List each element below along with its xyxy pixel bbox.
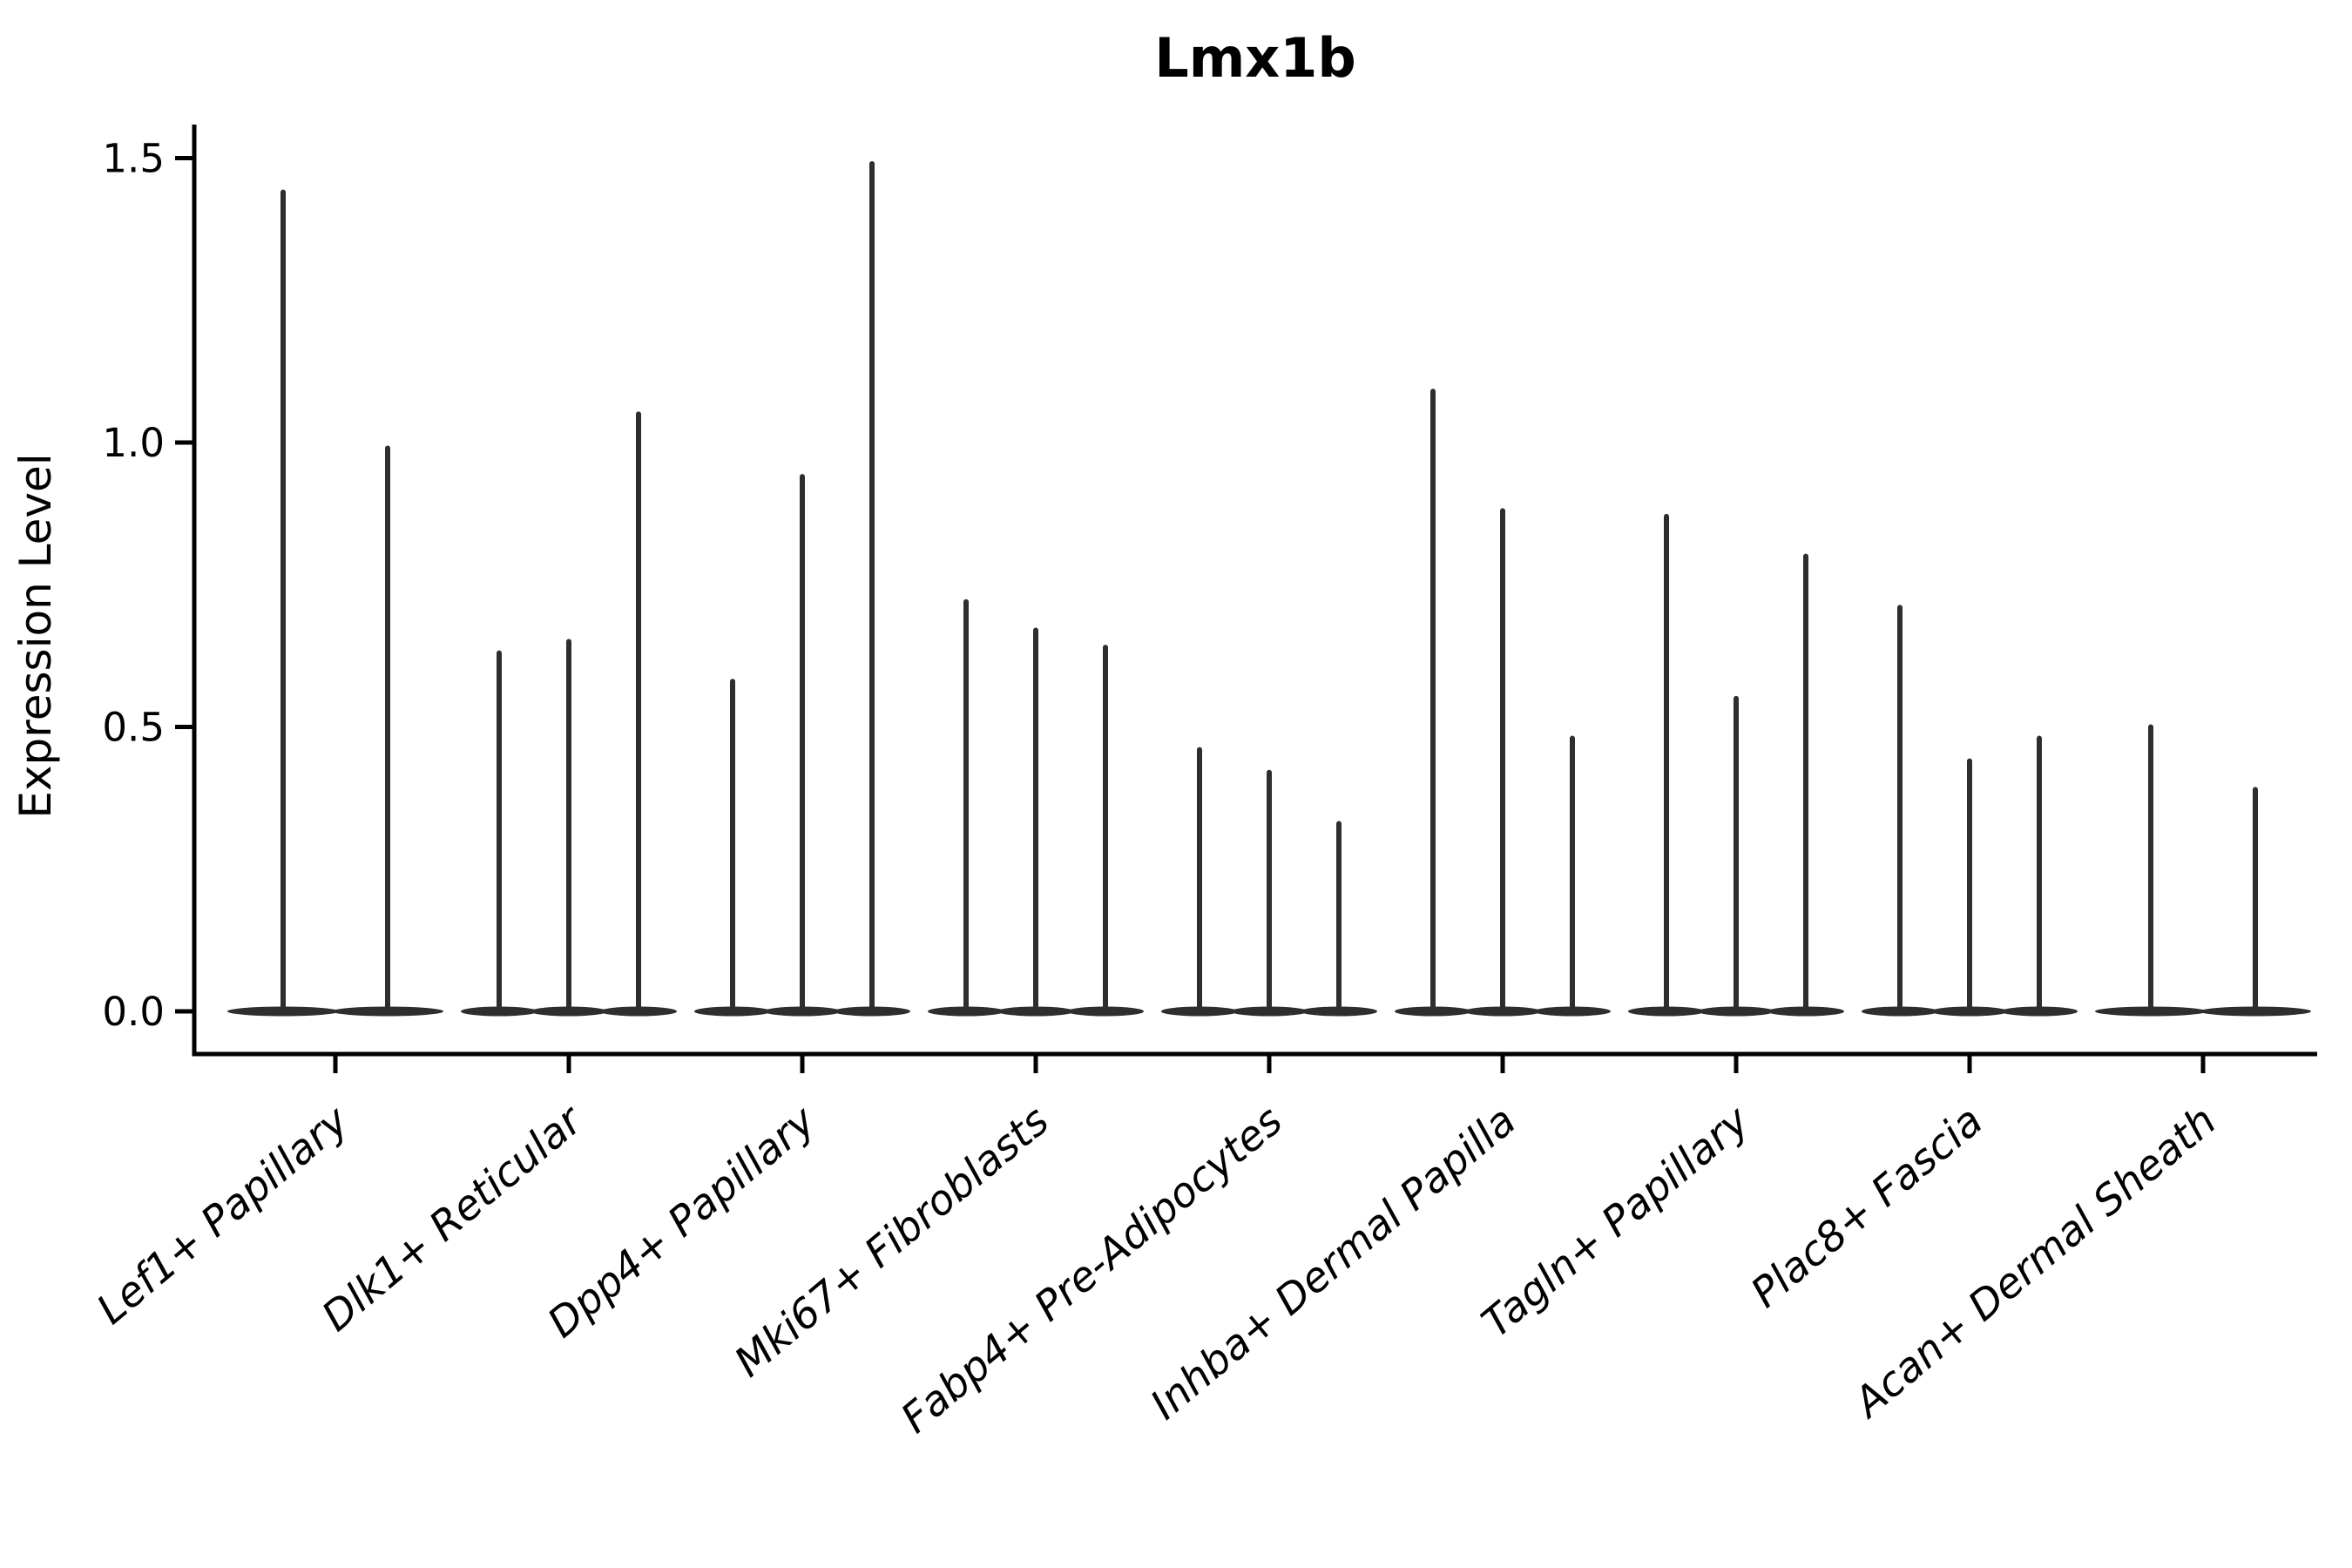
chart-title: Lmx1b [1154,26,1356,90]
y-tick-label: 1.0 [102,420,165,466]
violin-group [694,161,910,1017]
violin-group [1862,605,2078,1017]
violin-group [928,598,1144,1017]
violin-group [1161,747,1377,1017]
violin-group [2095,724,2311,1017]
violin-group [1628,513,1844,1017]
x-tick-label: Lef1+ Papillary [88,1096,358,1334]
y-tick-label: 0.5 [102,705,165,751]
x-tick-label: Inhba+ Dermal Papilla [1142,1097,1525,1429]
x-tick-label: Plac8+ Fascia [1742,1097,1992,1317]
violin-group [1395,389,1611,1017]
violin-group [227,189,443,1017]
x-tick-label: Fabp4+ Pre-Adipocytes [892,1097,1292,1443]
y-tick-label: 0.0 [102,989,165,1035]
y-tick-label: 1.5 [102,136,165,182]
y-axis-label: Expression Level [10,453,61,818]
violin-group [461,411,677,1017]
